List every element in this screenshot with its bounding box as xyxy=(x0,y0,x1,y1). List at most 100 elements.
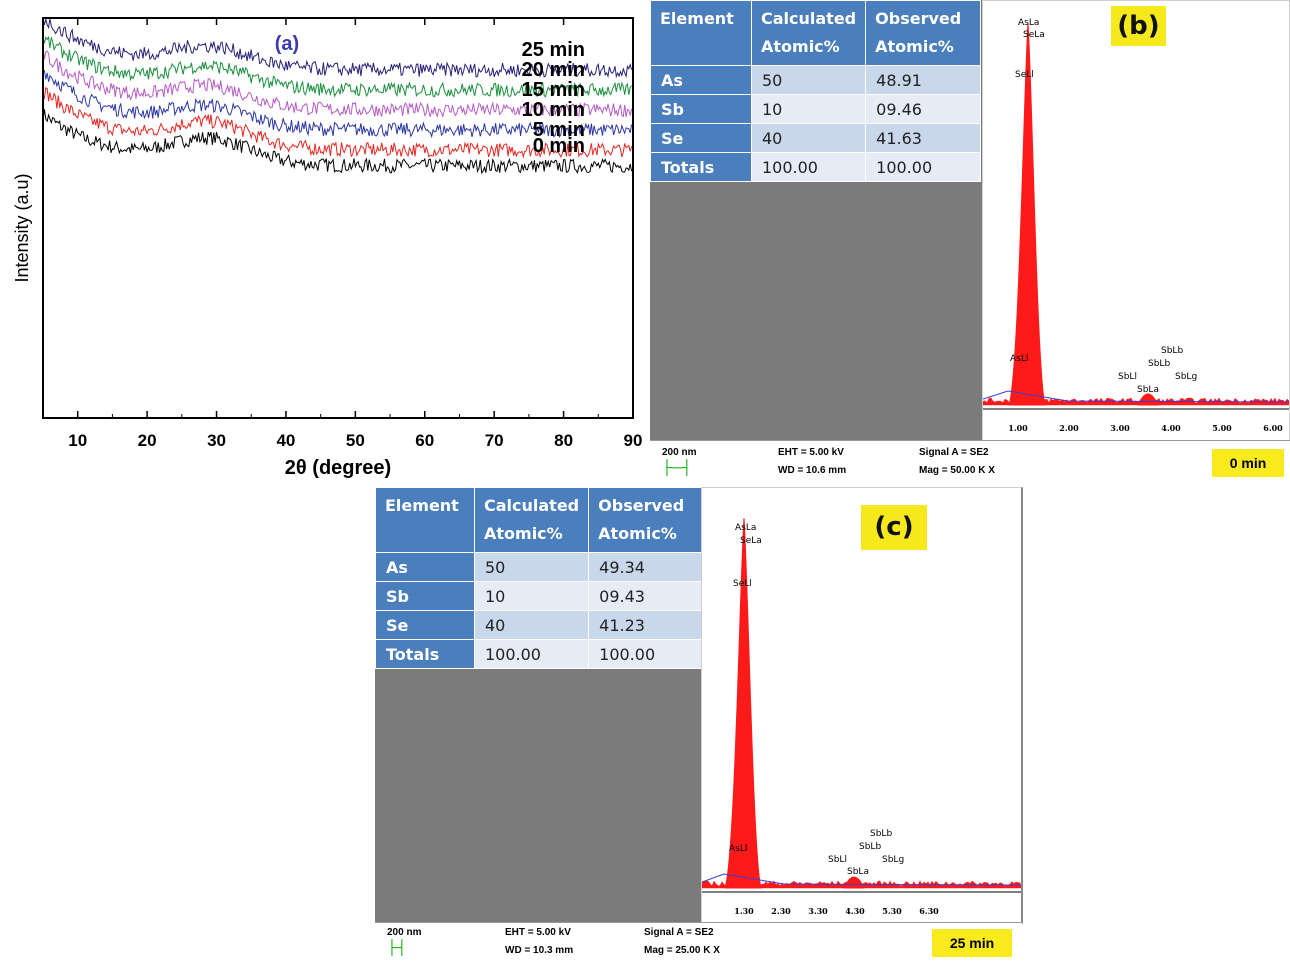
eht-text: EHT = 5.00 kV xyxy=(505,927,571,938)
table-header-observed: Observed Atomic% xyxy=(588,487,705,553)
table-cell: 100.00 xyxy=(588,639,705,669)
panel-c: Element Calculated Atomic% Observed Atom… xyxy=(375,487,1023,965)
scale-bar-icon: ├┤ xyxy=(387,939,407,955)
edx-tick-label: 2.30 xyxy=(771,906,791,916)
table-cell: 09.43 xyxy=(588,581,705,611)
table-cell: Sb xyxy=(375,581,475,611)
scale-bar-label: 200 nm xyxy=(662,447,697,458)
eht-text: EHT = 5.00 kV xyxy=(778,447,844,458)
table-row: Sb 10 09.43 xyxy=(375,581,705,611)
edx-peak-label: SbLg xyxy=(1175,372,1197,382)
edx-peak-label: AsLl xyxy=(1010,354,1028,364)
edx-peak-label: SbLa xyxy=(847,867,869,877)
edx-peak-label: SbLl xyxy=(828,855,847,865)
edx-tick-label: 3.30 xyxy=(808,906,828,916)
edx-peak-label: SbLb xyxy=(870,829,892,839)
edx-tick-label: 4.00 xyxy=(1161,423,1181,433)
edx-spectrum: 1.30 2.30 3.30 4.30 5.30 6.30 AsLa SeLa SeLl AsLl… xyxy=(701,487,1023,924)
table-cell: 49.34 xyxy=(588,552,705,582)
table-cell: Totals xyxy=(375,639,475,669)
series-label: 5 min xyxy=(533,119,585,141)
edx-peak-label: SbLg xyxy=(882,855,904,865)
xrd-series-group xyxy=(42,18,633,175)
x-tick-label: 50 xyxy=(346,431,365,450)
sem-info-bar: 200 nm ├─┤ EHT = 5.00 kV WD = 10.6 mm Si… xyxy=(650,440,1290,485)
table-row: Se 40 41.23 xyxy=(375,610,705,640)
table-cell: Se xyxy=(375,610,475,640)
x-tick-label: 20 xyxy=(138,431,157,450)
edx-peak xyxy=(1008,22,1046,406)
edx-fit-line xyxy=(702,873,1021,886)
edx-peak xyxy=(724,517,762,889)
edx-peak-label: SeLl xyxy=(1015,70,1034,80)
edx-peak-label: AsLl xyxy=(729,844,747,854)
edx-spectrum: 1.00 2.00 3.00 4.00 5.00 6.00 AsLa SeLa SeLl AsLl… xyxy=(982,0,1290,442)
edx-peak-label: SbLa xyxy=(1137,385,1159,395)
x-axis-ticks: 10 20 30 40 50 60 70 80 90 xyxy=(68,18,642,450)
composition-table: Element Calculated Atomic% Observed Atom… xyxy=(375,487,705,669)
table-row: Totals 100.00 100.00 xyxy=(375,639,705,669)
edx-spectrum-plot: 1.00 2.00 3.00 4.00 5.00 6.00 AsLa SeLa SeLl AsLl… xyxy=(983,18,1289,433)
signal-text: Signal A = SE2 xyxy=(919,447,989,458)
edx-fit-line xyxy=(983,390,1289,403)
table-row: Sb 10 09.46 xyxy=(650,94,982,124)
table-cell: 40 xyxy=(473,610,590,640)
edx-tick-label: 4.30 xyxy=(845,906,865,916)
edx-peak-label: SeLa xyxy=(740,536,762,546)
table-cell: 100.00 xyxy=(865,152,982,182)
series-label: 0 min xyxy=(533,135,585,157)
time-badge: 25 min xyxy=(932,929,1012,957)
edx-tick-label: 6.30 xyxy=(919,906,939,916)
series-line xyxy=(42,109,633,175)
series-line xyxy=(42,87,633,159)
table-cell: 48.91 xyxy=(865,65,982,95)
series-label: 15 min xyxy=(522,79,585,101)
table-cell: 40 xyxy=(750,123,867,153)
table-cell: 100.00 xyxy=(750,152,867,182)
x-tick-label: 10 xyxy=(68,431,87,450)
edx-tick-label: 5.30 xyxy=(882,906,902,916)
composition-table: Element Calculated Atomic% Observed Atom… xyxy=(650,0,982,182)
scale-bar-icon: ├─┤ xyxy=(662,459,692,475)
table-cell: Sb xyxy=(650,94,752,124)
panel-b: Element Calculated Atomic% Observed Atom… xyxy=(650,0,1290,485)
table-row: As 50 48.91 xyxy=(650,65,982,95)
x-tick-label: 60 xyxy=(415,431,434,450)
x-tick-label: 90 xyxy=(624,431,643,450)
table-header-element: Element xyxy=(375,487,475,553)
mag-text: Mag = 50.00 K X xyxy=(919,465,995,476)
series-line xyxy=(42,69,633,139)
series-line xyxy=(42,35,632,98)
sem-info-bar: 200 nm ├┤ EHT = 5.00 kV WD = 10.3 mm Sig… xyxy=(375,922,1022,965)
x-tick-label: 80 xyxy=(554,431,573,450)
x-tick-label: 70 xyxy=(485,431,504,450)
y-axis-label: Intensity (a.u) xyxy=(12,173,32,282)
table-cell: 50 xyxy=(750,65,867,95)
edx-tick-label: 1.30 xyxy=(734,906,754,916)
edx-peak-label: SbLb xyxy=(1161,346,1183,356)
edx-tick-label: 2.00 xyxy=(1059,423,1079,433)
edx-peak xyxy=(1137,393,1159,406)
edx-peak-label: SeLa xyxy=(1023,30,1045,40)
table-cell: Se xyxy=(650,123,752,153)
series-label: 25 min xyxy=(522,39,585,61)
series-label: 20 min xyxy=(522,59,585,81)
time-badge: 0 min xyxy=(1212,449,1284,477)
mag-text: Mag = 25.00 K X xyxy=(644,945,720,956)
table-cell: As xyxy=(375,552,475,582)
edx-tick-label: 1.00 xyxy=(1008,423,1028,433)
x-axis-label: 2θ (degree) xyxy=(285,457,391,479)
wd-text: WD = 10.3 mm xyxy=(505,945,574,956)
edx-tick-label: 3.00 xyxy=(1110,423,1130,433)
table-cell: 100.00 xyxy=(473,639,590,669)
series-line xyxy=(42,18,633,79)
table-cell: 41.23 xyxy=(588,610,705,640)
signal-text: Signal A = SE2 xyxy=(644,927,714,938)
table-row: Se 40 41.63 xyxy=(650,123,982,153)
table-row: Totals 100.00 100.00 xyxy=(650,152,982,182)
panel-a-label: (a) xyxy=(275,33,299,55)
series-label: 10 min xyxy=(522,99,585,121)
x-tick-label: 30 xyxy=(207,431,226,450)
